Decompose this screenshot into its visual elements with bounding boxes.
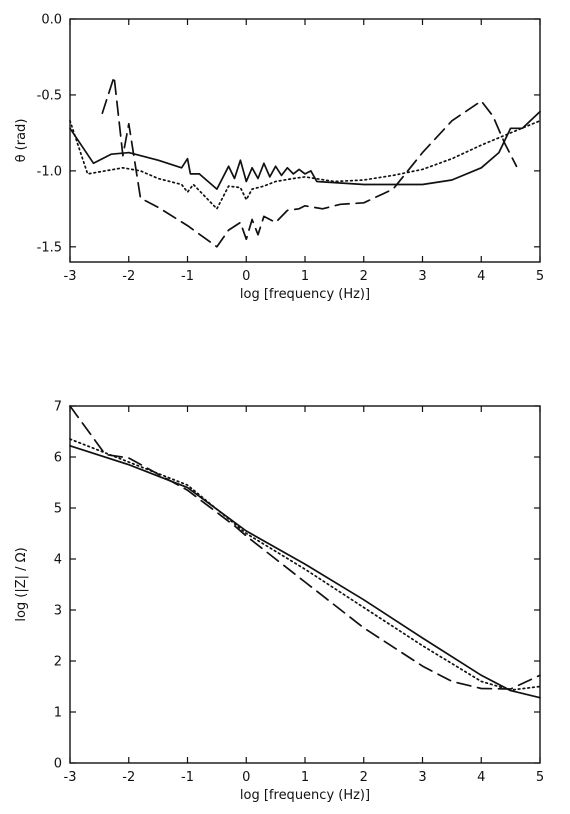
x-tick-label: 0 <box>242 770 250 785</box>
x-tick-label: 2 <box>360 770 368 785</box>
series-line-dotted <box>69 438 541 691</box>
x-tick-label: 0 <box>242 269 250 284</box>
plot-frame <box>69 18 541 263</box>
y-tick-label: 0.0 <box>41 13 62 28</box>
y-tick-label: 5 <box>54 502 62 517</box>
x-tick-label: -1 <box>181 269 194 284</box>
x-tick-label: 5 <box>536 269 544 284</box>
y-tick-label: 0 <box>54 757 62 772</box>
y-tick-label: 1 <box>54 706 62 721</box>
series-line-solid <box>69 110 541 190</box>
y-tick-label: 4 <box>54 553 62 568</box>
series-line-dotted <box>69 119 541 210</box>
x-tick-label: -3 <box>64 269 77 284</box>
impedance-magnitude-chart: -3 -2 -1 0 1 2 3 4 5 0 1 2 3 4 5 6 7 log [frequency (Hz)]… <box>14 400 544 804</box>
phase-angle-chart: -3 -2 -1 0 1 2 3 4 5 0.0 -0.5 -1.0 -1.5 log [frequenc… <box>14 13 544 303</box>
x-tick-label: -3 <box>64 770 77 785</box>
x-tick-label: 4 <box>477 770 485 785</box>
y-tick-label: 2 <box>54 655 62 670</box>
series-line-dashed <box>69 405 541 690</box>
y-axis-title: log (|Z| / Ω) <box>14 547 29 621</box>
x-tick-label: 3 <box>418 770 426 785</box>
x-tick-label: 4 <box>477 269 485 284</box>
x-axis-title: log [frequency (Hz)] <box>240 788 370 803</box>
y-tick-label: -1.0 <box>37 164 62 179</box>
x-tick-label: -1 <box>181 770 194 785</box>
series-line-solid <box>69 444 541 699</box>
x-tick-label: 1 <box>301 269 309 284</box>
x-tick-label: 3 <box>418 269 426 284</box>
y-tick-label: 6 <box>54 451 62 466</box>
x-tick-label: -2 <box>122 770 135 785</box>
x-axis-title: log [frequency (Hz)] <box>240 287 370 302</box>
x-tick-label: 1 <box>301 770 309 785</box>
x-tick-label: 2 <box>360 269 368 284</box>
plot-frame <box>69 405 541 764</box>
y-tick-label: 7 <box>54 400 62 415</box>
y-tick-label: -1.5 <box>37 240 62 255</box>
y-tick-label: -0.5 <box>37 88 62 103</box>
y-tick-label: 3 <box>54 604 62 619</box>
x-tick-label: -2 <box>122 269 135 284</box>
y-axis-title: θ (rad) <box>14 119 29 163</box>
series-line-dashed <box>101 75 518 248</box>
x-tick-label: 5 <box>536 770 544 785</box>
